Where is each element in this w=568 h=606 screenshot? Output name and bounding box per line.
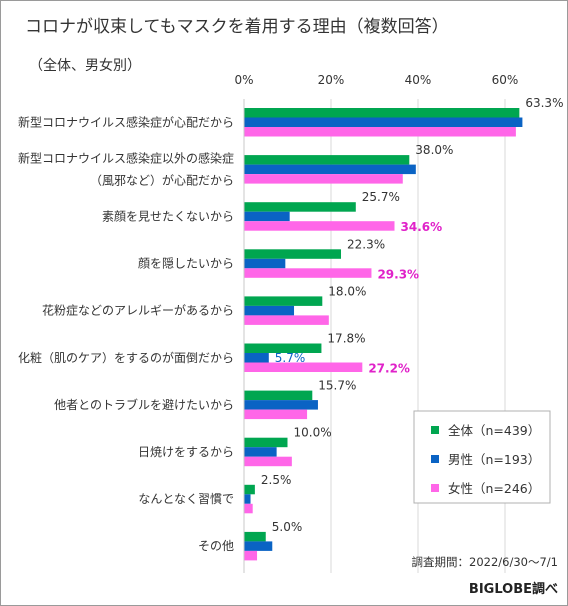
data-label: 5.0% [272,520,303,534]
bar-1 [244,400,318,410]
bar-2 [244,315,329,325]
bar-2 [244,456,292,467]
category-label: 化粧（肌のケア）をするのが面倒だから [18,350,234,365]
bar-2 [244,550,258,561]
legend-label: 女性（n=246） [448,481,540,496]
category-label: 日焼けをするから [138,445,234,459]
bar-1 [244,211,290,222]
bar-2 [244,221,395,231]
category-label: 他者とのトラブルを避けたいから [54,397,234,412]
category-label: 新型コロナウイルス感染症が心配だから [18,114,234,129]
bar-0 [244,155,410,165]
legend-label: 男性（n=193） [448,452,540,467]
chart-subtitle: （全体、男女別） [29,57,141,74]
category-label: 顔を隠したいから [138,256,234,271]
data-label: 63.3% [525,96,563,110]
credit-label: BIGLOBE調べ [469,581,558,597]
bars [244,108,523,561]
legend: 全体（n=439） 男性（n=193） 女性（n=246） [413,410,551,504]
data-label: 2.5% [261,473,292,487]
category-label: 花粉症などのアレルギーがあるから [42,303,234,318]
data-label: 25.7% [362,190,400,204]
bar-0 [244,202,356,212]
data-labels: 63.3% 38.0% 25.7% 34.6% 22.3% 29.3% 18.0% 17.8%… [261,96,564,534]
bar-0 [244,249,342,259]
data-label: 22.3% [347,237,385,251]
bar-2 [244,409,308,420]
data-label: 27.2% [368,362,410,376]
category-label: （風邪など）が心配だから [90,172,234,187]
data-label: 10.0% [294,426,332,440]
survey-period: 調査期間：2022/6/30〜7/1 [412,555,558,569]
bar-2 [244,362,363,372]
x-tick-label: 20% [318,73,345,87]
bar-1 [244,447,277,457]
legend-swatch [431,455,439,463]
bar-2 [244,268,372,278]
data-label: 15.7% [318,379,356,393]
bar-1 [244,353,269,363]
bar-1 [244,258,286,269]
data-label: 38.0% [415,143,453,157]
category-label: 素顔を見せたくないから [102,208,234,223]
legend-swatch [431,426,439,434]
bar-1 [244,305,295,316]
bar-0 [244,531,266,542]
legend-swatch [431,484,439,492]
bar-0 [244,390,313,401]
chart-title: コロナが収束してもマスクを着用する理由（複数回答） [25,17,449,37]
bar-0 [244,296,323,306]
bar-1 [244,541,273,551]
bar-1 [244,164,416,175]
bar-2 [244,503,253,514]
category-label: なんとなく習慣で [138,491,234,506]
bar-0 [244,484,255,495]
bar-1 [244,494,251,504]
bar-1 [244,117,523,127]
data-label: 5.7% [275,351,306,365]
data-label: 18.0% [328,284,366,298]
bar-0 [244,437,288,448]
bar-2 [244,174,403,184]
data-label: 29.3% [377,267,419,281]
x-tick-label: 60% [492,73,519,87]
x-tick-label: 0% [234,73,253,87]
bar-2 [244,127,516,137]
bar-0 [244,343,322,353]
data-label: 34.6% [401,220,443,234]
bar-0 [244,108,520,118]
category-label: 新型コロナウイルス感染症以外の感染症 [18,150,234,165]
x-axis-ticks: 0% 20% 40% 60% [234,73,518,87]
data-label: 17.8% [327,332,365,346]
x-tick-label: 40% [405,73,432,87]
legend-label: 全体（n=439） [448,423,540,438]
category-label: その他 [198,539,234,553]
